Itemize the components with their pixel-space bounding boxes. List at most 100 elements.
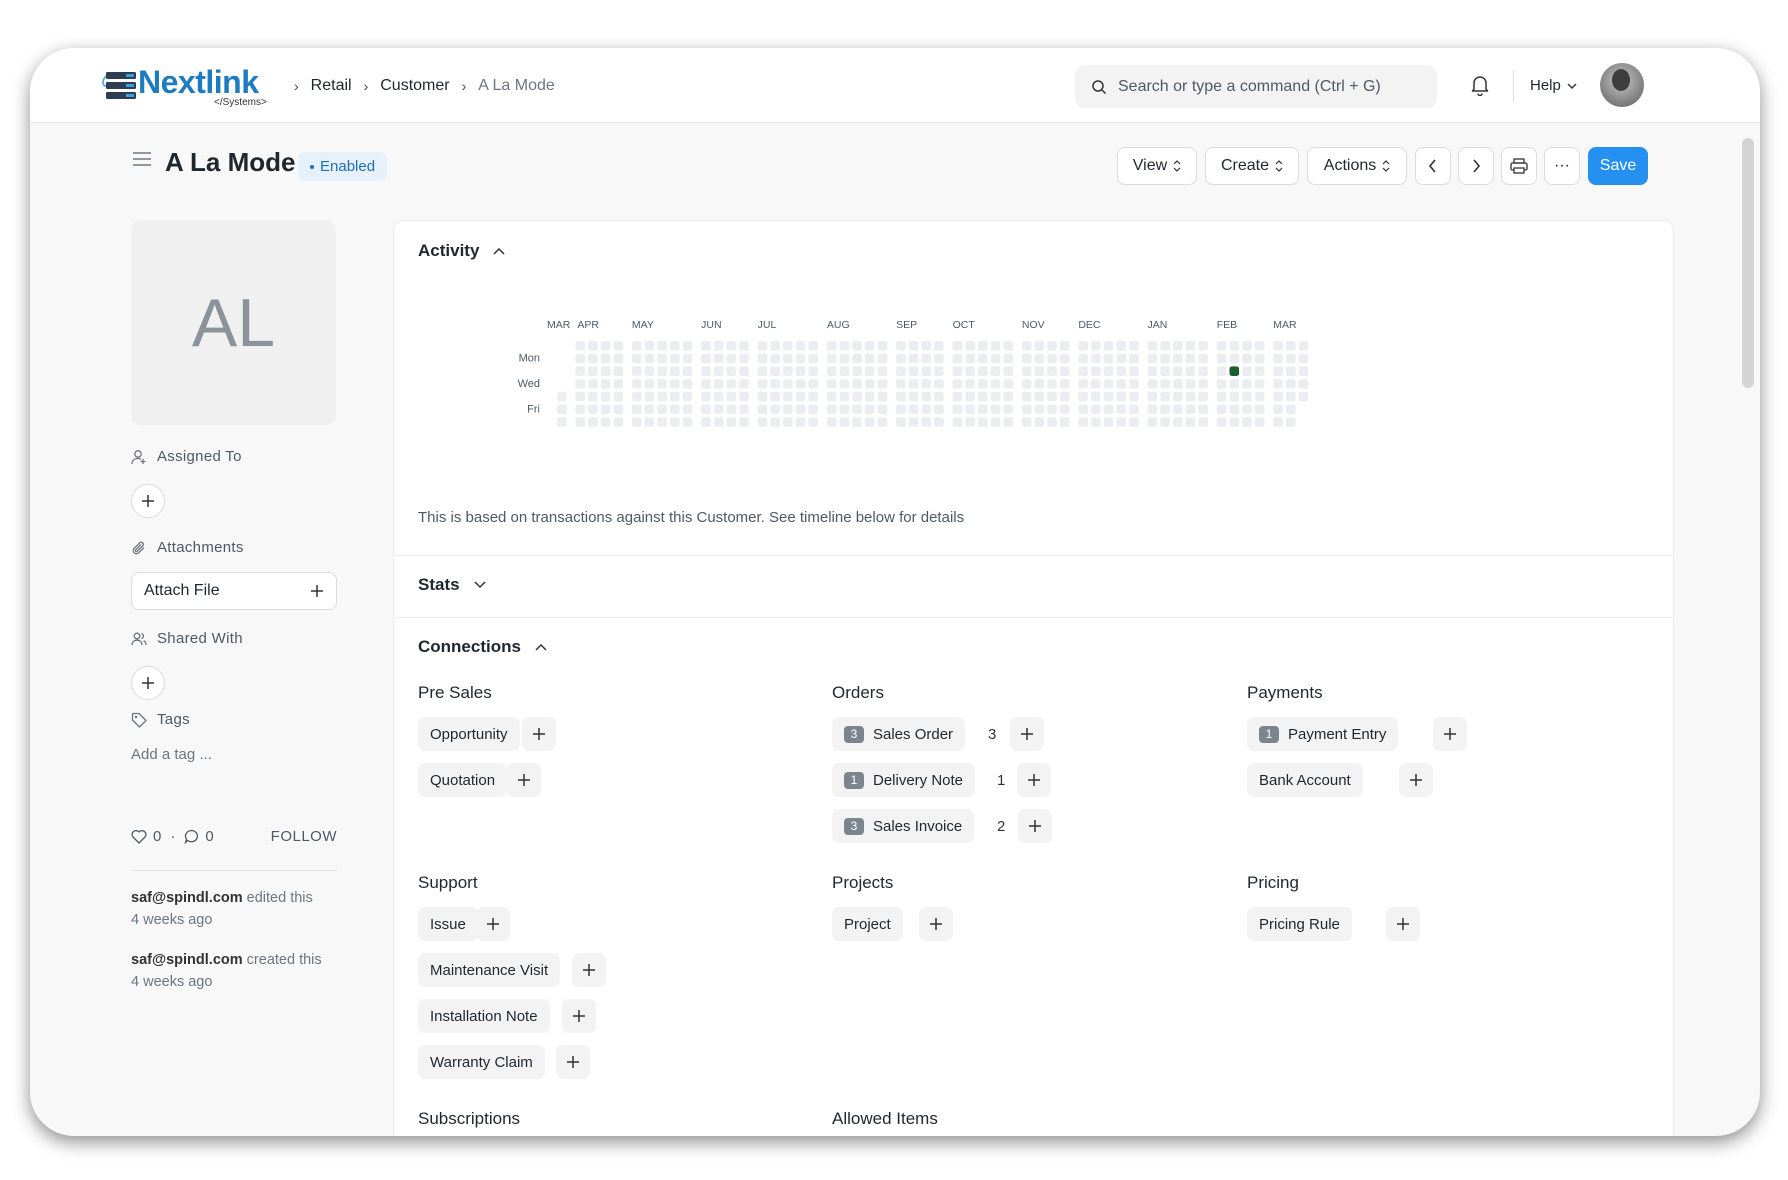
heatmap-cell[interactable] <box>1254 366 1265 376</box>
heatmap-cell[interactable] <box>1034 366 1045 376</box>
heatmap-cell[interactable] <box>1185 379 1196 389</box>
link-pricing-rule[interactable]: Pricing Rule <box>1247 907 1352 941</box>
heatmap-cell[interactable] <box>877 404 888 415</box>
heatmap-cell[interactable] <box>613 341 624 351</box>
heatmap-cell[interactable] <box>965 341 975 351</box>
heatmap-cell[interactable] <box>921 417 932 427</box>
heatmap-cell[interactable] <box>1160 404 1170 415</box>
heatmap-cell[interactable] <box>795 353 806 364</box>
heatmap-cell[interactable] <box>657 404 667 415</box>
add-sales-order-button[interactable] <box>1010 717 1044 751</box>
heatmap-cell[interactable] <box>1285 404 1296 415</box>
heatmap-cell[interactable] <box>990 353 1001 364</box>
timeline-user[interactable]: saf@spindl.com <box>131 890 243 906</box>
heatmap-cell[interactable] <box>1216 366 1227 376</box>
breadcrumb-retail[interactable]: Retail <box>310 77 352 94</box>
heatmap-cell[interactable] <box>1091 366 1101 376</box>
heatmap-cell[interactable] <box>1285 341 1296 351</box>
add-share-button[interactable] <box>131 666 165 700</box>
heatmap-cell[interactable] <box>1198 341 1208 351</box>
heatmap-cell[interactable] <box>896 391 906 402</box>
heatmap-cell[interactable] <box>1185 391 1196 402</box>
heatmap-cell[interactable] <box>631 404 642 415</box>
heatmap-cell[interactable] <box>1242 391 1252 402</box>
heatmap-cell[interactable] <box>682 404 693 415</box>
heatmap-cell[interactable] <box>1059 353 1070 364</box>
heatmap-cell[interactable] <box>1285 366 1296 376</box>
heatmap-cell[interactable] <box>783 353 793 364</box>
heatmap-cell[interactable] <box>1216 379 1227 389</box>
heatmap-cell[interactable] <box>990 417 1001 427</box>
add-project-button[interactable] <box>919 907 953 941</box>
heatmap-cell[interactable] <box>575 417 586 427</box>
heatmap-cell[interactable] <box>1034 379 1045 389</box>
heatmap-cell[interactable] <box>908 417 919 427</box>
heatmap-cell[interactable] <box>934 353 944 364</box>
heatmap-cell[interactable] <box>1285 353 1296 364</box>
heatmap-cell[interactable] <box>726 379 737 389</box>
heatmap-cell[interactable] <box>631 391 642 402</box>
heatmap-cell[interactable] <box>965 353 975 364</box>
heatmap-cell[interactable] <box>613 353 624 364</box>
heatmap-cell[interactable] <box>839 379 850 389</box>
heatmap-cell[interactable] <box>600 353 611 364</box>
heatmap-cell[interactable] <box>1003 379 1014 389</box>
heatmap-cell[interactable] <box>921 379 932 389</box>
heatmap-cell[interactable] <box>978 353 988 364</box>
heatmap-cell[interactable] <box>613 391 624 402</box>
heatmap-cell[interactable] <box>631 366 642 376</box>
heatmap-cell[interactable] <box>770 366 780 376</box>
heatmap-cell[interactable] <box>682 353 693 364</box>
heatmap-cell[interactable] <box>1021 391 1032 402</box>
heatmap-cell[interactable] <box>1242 353 1252 364</box>
heatmap-cell[interactable] <box>1172 417 1183 427</box>
heatmap-cell[interactable] <box>783 404 793 415</box>
scrollbar[interactable] <box>1742 138 1754 388</box>
link-bank-account[interactable]: Bank Account <box>1247 763 1363 797</box>
heatmap-cell[interactable] <box>557 391 567 402</box>
heatmap-cell[interactable] <box>1172 391 1183 402</box>
heatmap-cell[interactable] <box>978 366 988 376</box>
heatmap-cell[interactable] <box>1273 353 1283 364</box>
heatmap-cell[interactable] <box>644 417 655 427</box>
heatmap-cell[interactable] <box>701 341 711 351</box>
heatmap-cell[interactable] <box>657 341 667 351</box>
user-avatar[interactable] <box>1600 63 1644 107</box>
heatmap-cell[interactable] <box>682 379 693 389</box>
heatmap-cell[interactable] <box>613 366 624 376</box>
heatmap-cell[interactable] <box>682 391 693 402</box>
heatmap-cell[interactable] <box>1116 404 1127 415</box>
heatmap-cell[interactable] <box>1116 353 1127 364</box>
save-button[interactable]: Save <box>1588 147 1648 185</box>
heatmap-cell[interactable] <box>877 366 888 376</box>
heatmap-cell[interactable] <box>613 379 624 389</box>
heatmap-cell[interactable] <box>701 417 711 427</box>
print-button[interactable] <box>1501 147 1537 185</box>
heatmap-cell[interactable] <box>1172 379 1183 389</box>
heatmap-cell[interactable] <box>896 379 906 389</box>
heatmap-cell[interactable] <box>1034 353 1045 364</box>
heatmap-cell[interactable] <box>600 417 611 427</box>
heatmap-cell[interactable] <box>934 391 944 402</box>
heatmap-cell[interactable] <box>757 353 768 364</box>
heatmap-cell[interactable] <box>1273 404 1283 415</box>
heatmap-cell[interactable] <box>852 379 862 389</box>
heatmap-cell[interactable] <box>770 379 780 389</box>
heatmap-cell[interactable] <box>588 341 598 351</box>
heatmap-cell[interactable] <box>1103 366 1114 376</box>
heatmap-cell[interactable] <box>852 366 862 376</box>
heatmap-cell[interactable] <box>896 366 906 376</box>
heatmap-cell[interactable] <box>1103 379 1114 389</box>
heatmap-cell[interactable] <box>877 417 888 427</box>
heatmap-cell[interactable] <box>657 417 667 427</box>
heatmap-cell[interactable] <box>1047 417 1057 427</box>
heatmap-cell[interactable] <box>1216 417 1227 427</box>
heatmap-cell[interactable] <box>1298 341 1309 351</box>
heatmap-cell[interactable] <box>1078 417 1088 427</box>
heatmap-cell[interactable] <box>644 353 655 364</box>
heatmap-cell[interactable] <box>990 379 1001 389</box>
heatmap-cell[interactable] <box>1147 404 1158 415</box>
heatmap-cell[interactable] <box>1047 391 1057 402</box>
heatmap-cell[interactable] <box>1298 379 1309 389</box>
heatmap-cell[interactable] <box>965 404 975 415</box>
